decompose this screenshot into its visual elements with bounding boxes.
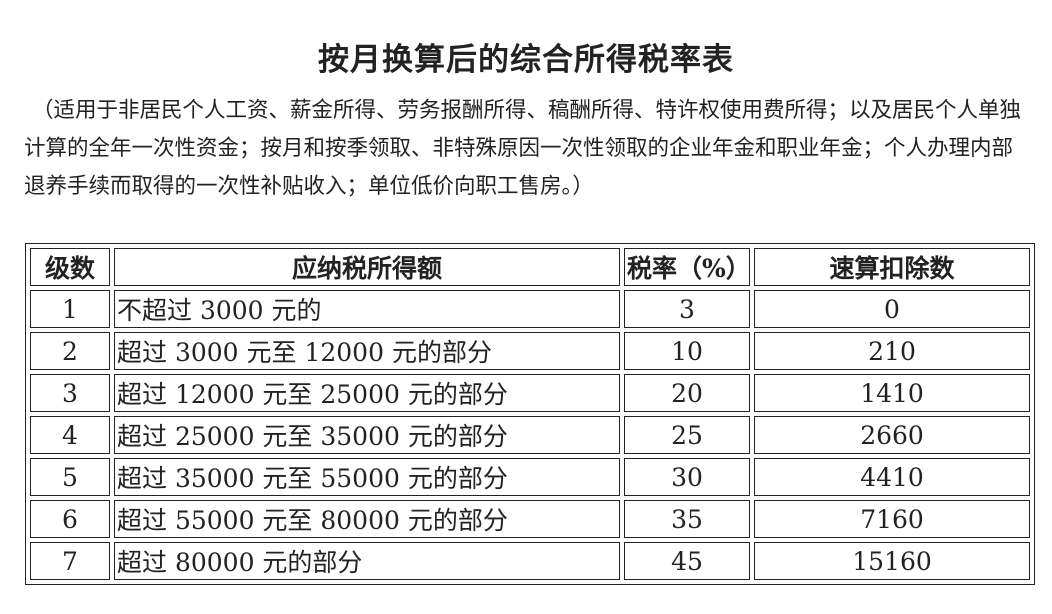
- cell-quick-deduction: 1410: [754, 374, 1030, 412]
- cell-taxable-income: 超过 3000 元至 12000 元的部分: [114, 332, 620, 370]
- applicability-note: （适用于非居民个人工资、薪金所得、劳务报酬所得、稿酬所得、特许权使用费所得；以及…: [24, 98, 1022, 199]
- cell-tax-rate: 30: [624, 458, 750, 496]
- cell-taxable-income: 超过 35000 元至 55000 元的部分: [114, 458, 620, 496]
- cell-quick-deduction: 4410: [754, 458, 1030, 496]
- header-taxable-income: 应纳税所得额: [114, 248, 620, 286]
- cell-taxable-income: 不超过 3000 元的: [114, 290, 620, 328]
- cell-level: 3: [30, 374, 110, 412]
- cell-level: 7: [30, 542, 110, 580]
- table-row: 3 超过 12000 元至 25000 元的部分 20 1410: [30, 374, 1030, 412]
- table-row: 5 超过 35000 元至 55000 元的部分 30 4410: [30, 458, 1030, 496]
- cell-tax-rate: 10: [624, 332, 750, 370]
- cell-quick-deduction: 15160: [754, 542, 1030, 580]
- tax-rate-table: 级数 应纳税所得额 税率（%） 速算扣除数 1 不超过 3000 元的 3 0 2 超过 …: [25, 243, 1035, 585]
- cell-taxable-income: 超过 25000 元至 35000 元的部分: [114, 416, 620, 454]
- cell-quick-deduction: 2660: [754, 416, 1030, 454]
- header-level: 级数: [30, 248, 110, 286]
- cell-level: 6: [30, 500, 110, 538]
- cell-quick-deduction: 0: [754, 290, 1030, 328]
- table-row: 2 超过 3000 元至 12000 元的部分 10 210: [30, 332, 1030, 370]
- cell-quick-deduction: 210: [754, 332, 1030, 370]
- cell-taxable-income: 超过 12000 元至 25000 元的部分: [114, 374, 620, 412]
- cell-level: 1: [30, 290, 110, 328]
- cell-tax-rate: 45: [624, 542, 750, 580]
- header-quick-deduction: 速算扣除数: [754, 248, 1030, 286]
- cell-level: 5: [30, 458, 110, 496]
- cell-level: 4: [30, 416, 110, 454]
- table-row: 7 超过 80000 元的部分 45 15160: [30, 542, 1030, 580]
- header-tax-rate: 税率（%）: [624, 248, 751, 286]
- table-row: 4 超过 25000 元至 35000 元的部分 25 2660: [30, 416, 1030, 454]
- cell-tax-rate: 20: [624, 374, 750, 412]
- cell-tax-rate: 3: [624, 290, 750, 328]
- cell-tax-rate: 35: [624, 500, 750, 538]
- cell-quick-deduction: 7160: [754, 500, 1030, 538]
- table-row: 6 超过 55000 元至 80000 元的部分 35 7160: [30, 500, 1030, 538]
- table-header-row: 级数 应纳税所得额 税率（%） 速算扣除数: [30, 248, 1030, 286]
- cell-taxable-income: 超过 80000 元的部分: [114, 542, 620, 580]
- cell-tax-rate: 25: [624, 416, 750, 454]
- table-row: 1 不超过 3000 元的 3 0: [30, 290, 1030, 328]
- page-title: 按月换算后的综合所得税率表: [318, 42, 734, 78]
- cell-taxable-income: 超过 55000 元至 80000 元的部分: [114, 500, 620, 538]
- cell-level: 2: [30, 332, 110, 370]
